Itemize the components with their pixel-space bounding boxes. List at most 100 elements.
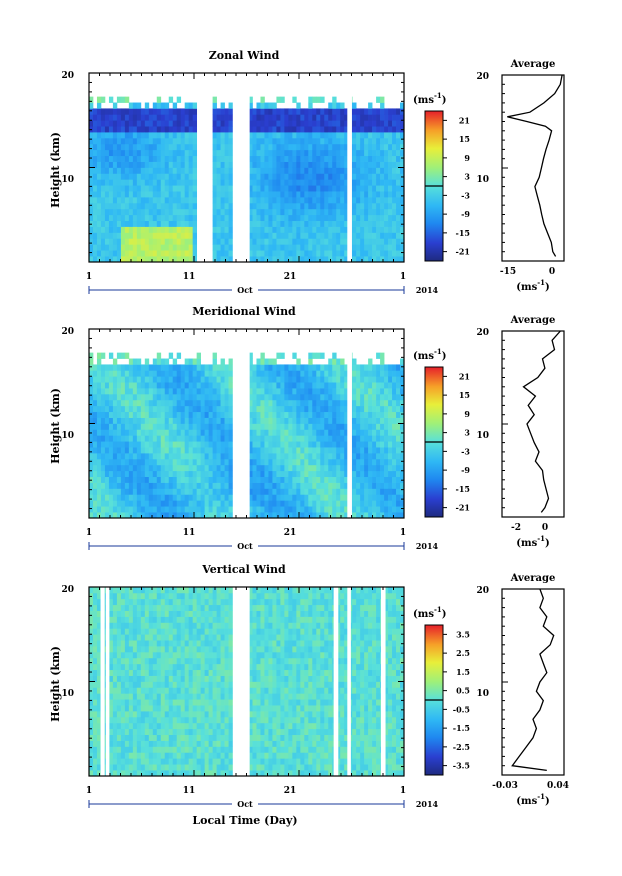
heat-cell: [360, 417, 365, 424]
heat-cell: [368, 244, 373, 251]
heat-cell: [156, 634, 162, 641]
heat-cell: [108, 161, 114, 168]
heat-cell: [89, 358, 94, 365]
heat-cell: [228, 364, 233, 371]
heat-cell: [148, 506, 154, 513]
heat-cell: [184, 482, 190, 489]
heat-cell: [136, 376, 142, 383]
heat-cell: [112, 728, 118, 736]
heat-cell: [304, 167, 309, 174]
heat-cell: [208, 435, 213, 442]
heat-cell: [180, 399, 186, 407]
heat-cell: [368, 132, 373, 139]
heat-cell: [164, 399, 170, 407]
heat-cell: [132, 358, 138, 365]
heat-cell: [356, 512, 361, 519]
heat-cell: [152, 628, 158, 635]
heat-cell: [160, 604, 166, 611]
heat-cell: [384, 126, 389, 133]
heat-cell: [264, 364, 269, 371]
heat-cell: [276, 214, 281, 222]
heat-cell: [212, 388, 217, 395]
heat-cell: [264, 382, 269, 389]
heat-cell: [96, 120, 102, 127]
heat-cell: [220, 149, 225, 157]
heat-cell: [272, 423, 277, 430]
heat-cell: [272, 208, 277, 216]
heat-cell: [364, 393, 369, 401]
heat-cell: [104, 500, 110, 507]
heat-cell: [148, 458, 154, 466]
heat-cell: [108, 232, 114, 239]
heat-cell: [148, 758, 154, 765]
heat-cell: [116, 417, 122, 424]
heat-cell: [328, 126, 333, 133]
heat-cell: [100, 435, 106, 442]
heat-cell: [396, 155, 401, 162]
heat-cell: [112, 764, 118, 771]
heat-cell: [268, 197, 273, 204]
heat-cell: [160, 764, 166, 771]
heat-cell: [128, 167, 134, 174]
heat-cell: [304, 250, 309, 257]
heat-cell: [144, 587, 150, 594]
heat-cell: [128, 102, 134, 109]
heat-cell: [292, 155, 297, 162]
heat-cell: [172, 256, 178, 263]
heat-cell: [376, 393, 381, 401]
heat-cell: [224, 226, 229, 233]
heat-cell: [156, 610, 162, 617]
heat-cell: [92, 429, 98, 436]
heat-cell: [204, 376, 209, 383]
heat-cell: [364, 453, 369, 460]
heat-cell: [344, 399, 349, 407]
heat-cell: [140, 476, 146, 483]
heat-cell: [264, 399, 269, 407]
heat-cell: [188, 393, 194, 401]
heat-cell: [128, 705, 134, 712]
heat-cell: [248, 411, 253, 418]
heat-cell: [184, 470, 190, 478]
heat-cell: [144, 711, 150, 718]
heat-cell: [300, 506, 305, 513]
heat-cell: [300, 435, 305, 442]
heat-cell: [360, 399, 365, 407]
heat-cell: [160, 482, 166, 489]
heat-cell: [252, 393, 257, 401]
heat-cell: [276, 232, 281, 239]
heat-cell: [260, 202, 265, 210]
heat-cell: [396, 208, 401, 216]
heat-cell: [380, 220, 385, 227]
heat-cell: [140, 208, 146, 216]
heat-cell: [308, 500, 313, 507]
heat-cell: [140, 256, 146, 263]
heat-cell: [212, 137, 217, 145]
heat-cell: [100, 382, 106, 389]
heat-cell: [92, 740, 98, 747]
heat-cell: [124, 634, 130, 641]
heat-cell: [200, 447, 205, 454]
heat-cell: [248, 500, 253, 507]
heat-cell: [324, 482, 329, 489]
heat-cell: [272, 417, 277, 424]
heat-cell: [172, 470, 178, 478]
heat-cell: [160, 399, 166, 407]
heat-cell: [296, 114, 301, 121]
heat-cell: [264, 114, 269, 121]
heat-cell: [108, 352, 114, 359]
heat-cell: [256, 506, 261, 513]
heat-cell: [140, 114, 146, 121]
heat-cell: [152, 758, 158, 765]
heat-cell: [320, 364, 325, 371]
heat-cell: [284, 417, 289, 424]
heat-cell: [156, 770, 162, 777]
heat-cell: [320, 382, 325, 389]
heat-cell: [380, 137, 385, 145]
heat-cell: [228, 161, 233, 168]
heat-cell: [176, 435, 182, 442]
heat-cell: [328, 179, 333, 186]
heat-cell: [92, 746, 98, 753]
heat-cell: [116, 238, 122, 245]
heat-cell: [220, 220, 225, 227]
heat-cell: [112, 114, 118, 121]
